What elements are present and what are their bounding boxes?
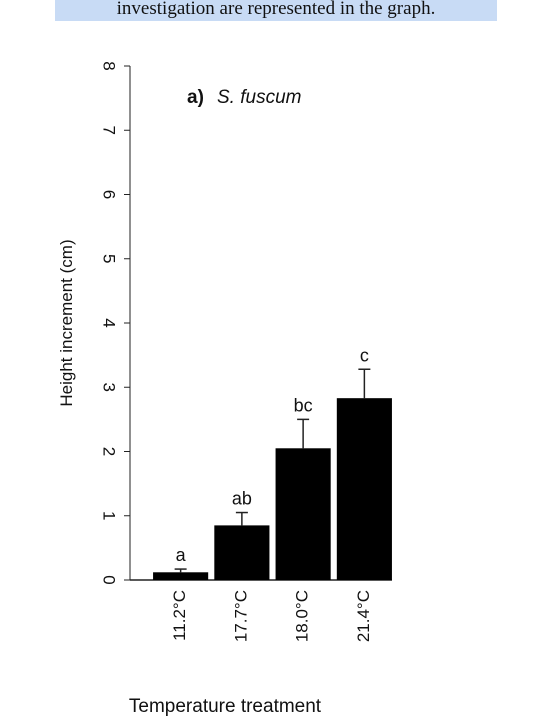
x-tick-label: 11.2°C (170, 590, 189, 641)
bar (214, 525, 270, 580)
x-tick-label: 18.0°C (293, 590, 312, 642)
y-tick-label: 7 (100, 126, 119, 135)
highlight (55, 0, 497, 21)
y-tick-label: 2 (100, 447, 119, 456)
significance-letter: ab (232, 489, 252, 509)
y-tick-label: 4 (100, 318, 119, 327)
panel-label: a) (187, 87, 204, 108)
y-tick-label: 0 (100, 575, 119, 584)
bar (275, 448, 331, 580)
x-tick-label: 21.4°C (354, 590, 373, 642)
significance-letter: bc (294, 395, 313, 415)
significance-letter: c (360, 345, 369, 365)
x-axis-label: Temperature treatment (129, 696, 322, 717)
y-tick-label: 1 (100, 511, 119, 520)
bar (336, 398, 392, 580)
header-text: investigation are represented in the gra… (117, 0, 436, 19)
bar (153, 572, 209, 580)
y-tick-label: 5 (100, 254, 119, 263)
x-tick-label: 17.7°C (231, 590, 250, 642)
y-tick-label: 8 (100, 61, 119, 70)
y-tick-label: 6 (100, 190, 119, 199)
chart-title: S. fuscum (217, 87, 301, 108)
y-axis-label: Height increment (cm) (57, 239, 76, 406)
significance-letter: a (176, 545, 187, 565)
y-tick-label: 3 (100, 383, 119, 392)
